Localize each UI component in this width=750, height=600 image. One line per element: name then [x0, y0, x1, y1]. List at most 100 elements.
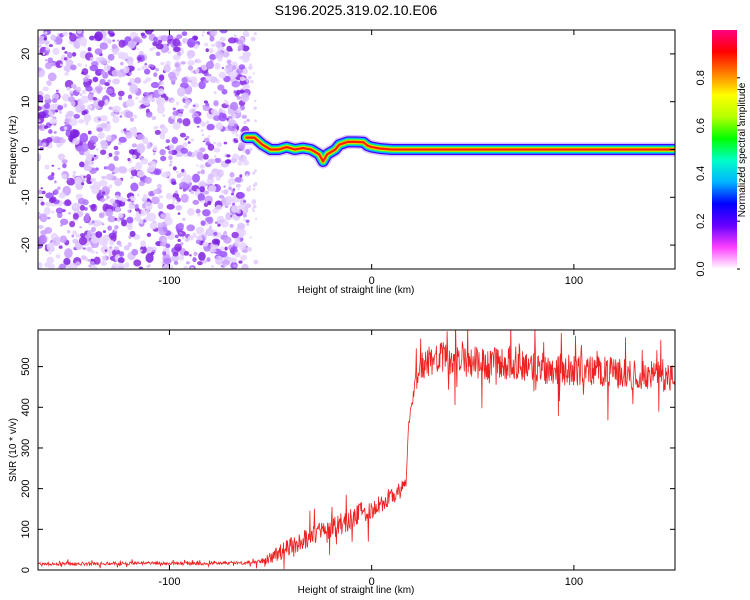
noise-speck — [112, 105, 121, 113]
noise-speck — [219, 36, 226, 42]
noise-speck — [106, 196, 110, 199]
noise-speck — [81, 143, 89, 152]
noise-speck — [253, 32, 257, 36]
noise-speck — [188, 188, 192, 193]
noise-speck — [63, 57, 68, 61]
noise-speck — [103, 87, 107, 90]
noise-speck — [161, 113, 166, 117]
noise-speck — [43, 37, 47, 41]
noise-speck — [162, 226, 168, 232]
noise-speck — [207, 158, 216, 165]
colorbar: 0.0 0.2 0.4 0.6 0.8 Normalized spectral ampl… — [695, 30, 748, 277]
snr-ytick-label: 0 — [20, 567, 32, 573]
noise-speck — [138, 51, 144, 56]
noise-speck — [66, 230, 71, 234]
noise-speck — [78, 119, 85, 124]
noise-speck — [163, 64, 171, 73]
noise-speck — [194, 68, 200, 74]
noise-speck — [160, 213, 166, 219]
noise-speck — [145, 202, 153, 211]
noise-speck — [231, 205, 240, 213]
noise-speck — [150, 64, 155, 68]
noise-speck — [95, 231, 103, 239]
noise-speck — [140, 209, 147, 216]
noise-speck — [173, 46, 181, 53]
noise-speck — [166, 203, 175, 210]
noise-speck — [200, 169, 205, 175]
snr-series-line — [38, 330, 675, 570]
noise-speck — [70, 93, 74, 97]
noise-speck — [158, 74, 165, 81]
noise-speck — [195, 208, 201, 214]
noise-speck — [172, 201, 175, 205]
noise-speck — [66, 110, 74, 117]
noise-speck — [187, 151, 192, 157]
noise-speck — [230, 157, 237, 164]
noise-speck — [140, 157, 149, 165]
spectrogram-y-ticks: -20 -10 0 10 20 — [20, 48, 675, 253]
noise-speck — [72, 170, 77, 175]
noise-speck — [207, 173, 214, 180]
colorbar-tick-label: 0.6 — [695, 118, 707, 133]
noise-speck — [94, 85, 104, 92]
noise-speck — [181, 31, 188, 37]
noise-speck — [175, 170, 179, 174]
noise-speck — [137, 67, 141, 71]
noise-speck — [213, 147, 221, 153]
noise-speck — [61, 46, 66, 51]
noise-speck — [100, 149, 107, 155]
noise-speck — [158, 88, 165, 96]
noise-speck — [211, 44, 216, 48]
noise-speck — [38, 224, 44, 230]
noise-speck — [219, 171, 224, 175]
noise-speck — [81, 71, 85, 75]
noise-speck — [250, 80, 254, 84]
noise-speck — [92, 76, 99, 83]
noise-speck — [234, 240, 240, 247]
noise-speck — [39, 213, 48, 223]
noise-speck — [193, 103, 199, 109]
noise-speck — [121, 197, 128, 203]
noise-speck — [109, 198, 116, 204]
noise-speck — [68, 118, 78, 126]
noise-speck — [117, 90, 125, 97]
noise-speck — [183, 265, 188, 269]
noise-speck — [135, 161, 143, 170]
noise-speck — [167, 51, 172, 55]
noise-speck — [193, 116, 202, 125]
noise-speck — [209, 224, 212, 227]
noise-speck — [218, 71, 227, 79]
noise-speck — [85, 154, 93, 162]
noise-speck — [100, 260, 106, 266]
colorbar-tick-label: 0.0 — [695, 261, 707, 276]
noise-speck — [205, 75, 213, 81]
noise-speck — [41, 190, 46, 195]
noise-speck — [48, 44, 53, 48]
spectrogram-noise-region — [38, 30, 259, 269]
noise-speck — [64, 199, 72, 206]
noise-speck — [223, 236, 232, 244]
noise-speck — [192, 232, 197, 237]
noise-speck — [198, 251, 206, 261]
spec-xtick-label: -100 — [158, 275, 180, 287]
noise-speck — [195, 226, 205, 235]
noise-speck — [210, 108, 218, 115]
noise-speck — [75, 86, 82, 93]
snr-y-ticks: 0 100 200 300 400 500 — [20, 357, 675, 573]
noise-speck — [207, 143, 215, 151]
noise-speck — [137, 193, 140, 197]
noise-speck — [107, 30, 111, 35]
noise-speck — [84, 207, 88, 211]
noise-speck — [94, 31, 103, 41]
noise-speck — [38, 139, 41, 143]
noise-speck — [54, 180, 57, 184]
noise-speck — [127, 198, 132, 202]
noise-speck — [131, 248, 139, 256]
noise-speck — [252, 171, 256, 175]
noise-speck — [254, 217, 258, 220]
noise-speck — [252, 209, 256, 213]
noise-speck — [110, 234, 117, 242]
noise-speck — [150, 251, 155, 256]
noise-speck — [78, 236, 88, 246]
noise-speck — [137, 56, 142, 61]
